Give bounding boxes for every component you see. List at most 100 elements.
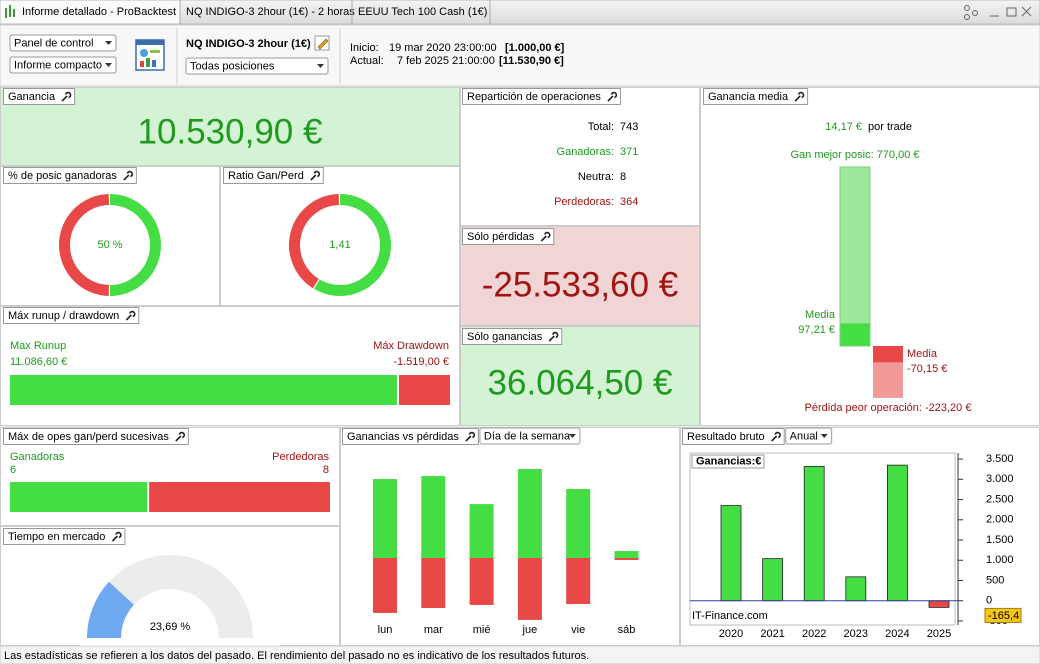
dropdown[interactable]: [9, 34, 117, 52]
current-label: Actual:: [350, 55, 384, 67]
panel-title: Ganancias vs pérdidas: [347, 431, 459, 443]
x-tick-label: 2021: [760, 628, 784, 640]
panel-profit: [0, 87, 460, 166]
weekday-gain-bar: [421, 476, 446, 558]
wrench-icon[interactable]: [794, 91, 805, 102]
streak-win-label: Ganadoras: [10, 451, 65, 463]
x-tick-label: 2023: [844, 628, 868, 640]
panel-title: Resultado bruto: [687, 431, 765, 443]
dropdown-label[interactable]: Día de la semana: [484, 430, 571, 442]
dropdown[interactable]: [479, 427, 581, 445]
y-tick-label: 1.000: [986, 554, 1014, 566]
panel-win-pct: [0, 166, 220, 306]
dropdown-label[interactable]: Anual: [790, 430, 818, 442]
panel-title: Máx runup / drawdown: [8, 310, 119, 322]
streak-win-value: 6: [10, 464, 16, 476]
y-tick-label: 3.500: [986, 453, 1014, 465]
edit-icon[interactable]: [314, 35, 330, 51]
value-label: -165,4: [988, 610, 1019, 622]
dropdown[interactable]: [185, 57, 329, 75]
best-trade-bar: [840, 166, 870, 346]
panel-ratio: [220, 166, 460, 306]
wrench-icon[interactable]: [123, 170, 134, 181]
watermark: IT-Finance.com: [692, 610, 768, 622]
y-tick-label: 3.000: [986, 473, 1014, 485]
panel-title: % de posic ganadoras: [8, 170, 117, 182]
year-bar: [803, 465, 825, 602]
wrench-icon[interactable]: [175, 431, 186, 442]
gauge-mask: [80, 645, 280, 646]
wrench-icon[interactable]: [548, 331, 559, 342]
panel-header: [3, 88, 76, 105]
panel-title: Ratio Gan/Perd: [228, 170, 304, 182]
weekday-loss-bar: [517, 558, 542, 620]
weekday-gain-bar: [469, 504, 494, 558]
donut-win: [314, 194, 391, 296]
value-label-box: [984, 607, 1022, 623]
dropdown[interactable]: [785, 427, 833, 445]
trade-count-label: Total:: [588, 121, 614, 133]
panel-header: [462, 88, 621, 105]
gauge-label: 23,69 %: [150, 621, 191, 633]
trade-count-label: Perdedoras:: [554, 196, 614, 208]
panel-runup: [0, 306, 460, 426]
dropdown-label[interactable]: Panel de control: [14, 37, 94, 49]
active-tab[interactable]: [0, 0, 181, 25]
weekday-gain-bar: [614, 551, 639, 558]
drawdown-value: -1.519,00 €: [393, 356, 449, 368]
current-date: 7 feb 2025 21:00:00: [397, 55, 495, 67]
report-icon[interactable]: [135, 39, 165, 71]
trade-count-value: 371: [620, 146, 638, 158]
current-capital: [11.530,90 €]: [499, 55, 564, 67]
wrench-icon[interactable]: [310, 170, 321, 181]
status-bar: [0, 645, 1040, 664]
dropdown-arrow[interactable]: [105, 63, 112, 67]
tab-label[interactable]: NQ INDIGO-3 2hour (1€) - 2 horas: [186, 6, 355, 18]
dropdown-arrow[interactable]: [105, 41, 112, 45]
year-bar: [762, 558, 783, 602]
tab-label[interactable]: EEUU Tech 100 Cash (1€): [358, 6, 487, 18]
wrench-icon[interactable]: [771, 431, 781, 442]
system-name: NQ INDIGO-3 2hour (1€): [186, 38, 311, 50]
dropdown-label[interactable]: Todas posiciones: [190, 60, 275, 72]
wrench-icon[interactable]: [540, 231, 551, 242]
streak-loss-value: 8: [323, 464, 329, 476]
panel-header: [223, 167, 324, 184]
wrench-icon[interactable]: [111, 531, 122, 542]
dropdown[interactable]: [9, 56, 117, 74]
avg-loss-label: Media: [907, 348, 938, 360]
streak-win-bar: [10, 482, 148, 512]
x-tick-label: mar: [424, 624, 443, 636]
runup-label: Max Runup: [10, 340, 66, 352]
donut-win: [109, 194, 161, 296]
drawdown-label: Máx Drawdown: [373, 340, 449, 352]
window-controls[interactable]: [964, 5, 1032, 20]
panel-title: Sólo ganancias: [467, 331, 543, 343]
panel-header: [462, 328, 563, 345]
wrench-icon[interactable]: [125, 310, 136, 321]
tab-label[interactable]: Informe detallado - ProBacktest: [22, 6, 176, 18]
weekday-loss-bar: [614, 558, 639, 560]
start-date: 19 mar 2020 23:00:00: [389, 42, 497, 54]
wrench-icon[interactable]: [61, 91, 72, 102]
footer-note: Las estadísticas se refieren a los datos…: [4, 650, 589, 662]
start-label: Inicio:: [350, 42, 379, 54]
x-tick-label: jue: [522, 624, 538, 636]
panel-header: [682, 428, 785, 445]
year-bar: [845, 576, 867, 602]
donut-loss: [289, 194, 340, 289]
x-tick-label: 2024: [885, 628, 909, 640]
dropdown-arrow[interactable]: [568, 434, 576, 438]
dropdown-arrow[interactable]: [317, 64, 324, 68]
dropdown-arrow[interactable]: [820, 434, 828, 438]
weekday-gain-bar: [373, 479, 397, 558]
avg-win-label: Media: [805, 309, 836, 321]
legend-box: [691, 454, 765, 469]
x-tick-label: 2020: [719, 628, 743, 640]
wrench-icon[interactable]: [607, 91, 618, 102]
panel-header: [3, 528, 126, 545]
avg-loss-value: -70,15 €: [907, 363, 947, 375]
wrench-icon[interactable]: [465, 431, 476, 442]
dropdown-label[interactable]: Informe compacto: [14, 59, 102, 71]
